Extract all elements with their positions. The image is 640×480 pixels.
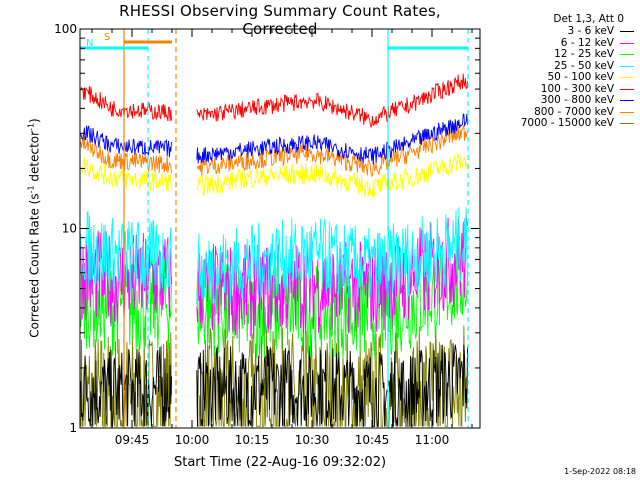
legend-label: 25 - 50 keV	[554, 59, 614, 72]
legend-label: 3 - 6 keV	[567, 25, 614, 37]
y-tick-label: 100	[54, 22, 77, 36]
legend-swatch	[620, 111, 634, 113]
x-tick-label: 10:30	[295, 433, 330, 447]
series-100to300keV-line	[80, 73, 468, 128]
legend-label: 800 - 7000 keV	[534, 105, 614, 118]
legend-swatch	[620, 31, 634, 33]
legend-swatch	[620, 65, 634, 67]
legend-item: 300 - 800 keV	[482, 94, 638, 107]
x-tick-label: 10:15	[235, 433, 270, 447]
legend-item: 12 - 25 keV	[482, 48, 638, 61]
x-tick-label: 11:00	[415, 433, 450, 447]
legend-item: 50 - 100 keV	[482, 71, 638, 84]
legend-label: 100 - 300 keV	[540, 82, 614, 95]
legend-label: 12 - 25 keV	[554, 48, 614, 60]
legend-swatch	[620, 100, 634, 102]
legend-swatch	[620, 77, 634, 79]
flag-label: N	[86, 38, 93, 49]
legend-swatch	[620, 88, 634, 90]
legend-swatch	[620, 123, 634, 125]
flag-label: S	[104, 32, 110, 43]
legend-item: 800 - 7000 keV	[482, 105, 638, 119]
x-tick-label: 10:00	[175, 433, 210, 447]
legend-label: 50 - 100 keV	[547, 71, 614, 83]
series-50to100keV-line	[80, 153, 468, 198]
series-3to6keV-line	[80, 343, 468, 427]
chart-title: RHESSI Observing Summary Count Rates, Co…	[119, 2, 441, 38]
legend-item: 3 - 6 keV	[482, 25, 638, 38]
legend-label: 300 - 800 keV	[540, 94, 614, 106]
chart-legend: Det 1,3, Att 0 3 - 6 keV 6 - 12 keV 12 - 2…	[482, 12, 638, 130]
series-25to50keV-line	[80, 207, 468, 309]
x-tick-label: 10:45	[355, 433, 390, 447]
x-tick-label: 09:45	[115, 433, 150, 447]
legend-swatch	[620, 54, 634, 56]
legend-item: 100 - 300 keV	[482, 82, 638, 96]
y-tick-label: 1	[69, 421, 77, 435]
legend-label: 6 - 12 keV	[560, 36, 614, 49]
timestamp: 1-Sep-2022 08:18	[564, 467, 636, 476]
legend-item: 7000 - 15000 keV	[482, 117, 638, 130]
legend-header: Det 1,3, Att 0	[553, 13, 624, 25]
series-7000to15000keV-line	[80, 325, 468, 428]
legend-swatch	[620, 42, 634, 44]
series-300to800keV-line	[80, 113, 468, 165]
legend-item: 25 - 50 keV	[482, 59, 638, 73]
x-axis-label: Start Time (22-Aug-16 09:32:02)	[173, 455, 387, 470]
legend-label: 7000 - 15000 keV	[520, 117, 614, 129]
y-axis-label: Corrected Count Rate (s-1 detector-1)	[26, 118, 42, 338]
y-tick-label: 10	[62, 222, 77, 236]
legend-item: 6 - 12 keV	[482, 36, 638, 50]
